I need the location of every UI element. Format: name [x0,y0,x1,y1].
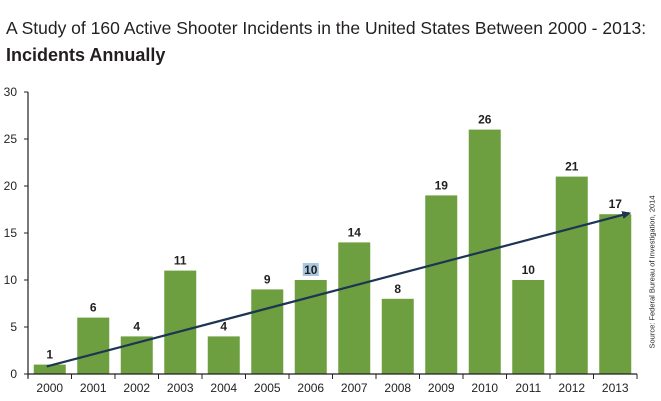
data-label-2002: 4 [133,319,140,333]
x-tick-label: 2004 [210,381,237,395]
y-tick-label: 10 [4,273,18,287]
bar-2006 [294,280,327,374]
data-labels: 1 6 4 11 4 9 10 14 8 19 26 10 21 17 [46,113,622,362]
bar-2008 [381,298,414,374]
data-label-2009: 19 [435,178,449,192]
data-label-2005: 9 [264,272,271,286]
trend-arrow [46,211,632,368]
chart-subtitle: Incidents Annually [6,45,166,65]
x-tick-label: 2007 [341,381,368,395]
y-tick-label: 25 [4,132,18,146]
y-axis: 0 5 10 15 20 25 30 [4,85,29,381]
bar-2005 [251,289,284,374]
bar-2001 [77,317,110,374]
bar-2004 [207,336,240,374]
y-tick-label: 5 [10,320,17,334]
data-label-2012: 21 [565,160,579,174]
data-label-2003: 11 [174,254,187,268]
bar-2011 [512,280,545,374]
y-tick-label: 30 [4,85,18,99]
data-label-2008: 8 [394,282,401,296]
trend-line [46,211,632,368]
x-tick-label: 2010 [471,381,498,395]
label-highlight [302,263,319,276]
data-label-2001: 6 [90,301,97,315]
bar-2013 [599,214,632,374]
bars [33,129,632,374]
bar-2000 [33,364,66,374]
bar-2012 [555,176,588,374]
x-tick-label: 2003 [167,381,194,395]
bar-2007 [338,242,371,374]
bar-2003 [164,270,197,374]
data-label-2011: 10 [522,263,536,277]
data-label-2006: 10 [304,263,318,277]
y-tick-label: 0 [10,367,17,381]
source-note: Source: Federal Bureau of Investigation,… [647,195,657,349]
data-label-2013: 17 [609,197,623,211]
chart-title: A Study of 160 Active Shooter Incidents … [6,18,647,38]
x-axis: 2000 2001 2002 2003 2004 2005 2006 2007 2008 2009… [27,373,638,395]
bar-2009 [425,195,458,374]
x-tick-label: 2001 [80,381,107,395]
y-tick-label: 20 [4,179,18,193]
x-tick-label: 2012 [558,381,585,395]
x-tick-label: 2006 [297,381,324,395]
data-label-2000: 1 [46,348,53,362]
data-label-2010: 26 [478,113,492,127]
data-label-2004: 4 [220,319,227,333]
x-tick-label: 2000 [36,381,63,395]
x-tick-label: 2009 [428,381,455,395]
x-tick-label: 2005 [254,381,281,395]
x-tick-label: 2013 [602,381,629,395]
x-tick-label: 2008 [384,381,411,395]
x-tick-label: 2011 [515,381,541,395]
data-label-2007: 14 [348,225,362,239]
x-tick-label: 2002 [123,381,150,395]
y-tick-label: 15 [4,226,18,240]
